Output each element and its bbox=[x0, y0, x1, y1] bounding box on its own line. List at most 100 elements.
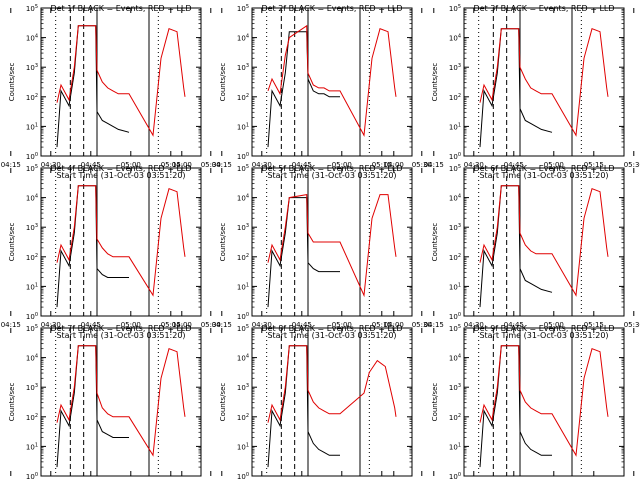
x-axis-label: Start Time (31-Oct-03 03:51:20) bbox=[479, 171, 608, 180]
panel-5: Det 5f BLACK = Events, RED = LLD Counts/s… bbox=[172, 164, 432, 340]
y-tick-label: 103 bbox=[449, 223, 461, 232]
x-axis-label: Start Time (31-Oct-03 03:51:20) bbox=[267, 331, 396, 340]
y-tick-label: 102 bbox=[237, 253, 249, 262]
x-tick-label: 05:15 bbox=[161, 321, 181, 329]
plot-frame bbox=[40, 167, 202, 317]
x-tick-label: 05:00 bbox=[332, 161, 352, 169]
lld-series-line bbox=[479, 345, 609, 457]
events-series-line bbox=[479, 28, 553, 148]
y-axis-label: Counts/sec bbox=[431, 223, 439, 262]
events-series-line bbox=[56, 185, 129, 308]
panel-title: Det 2f BLACK = Events, RED = LLD bbox=[261, 4, 402, 13]
x-tick-label: 04:30 bbox=[41, 161, 61, 169]
y-tick-label: 104 bbox=[449, 194, 461, 203]
x-tick-label: 05:00 bbox=[332, 321, 352, 329]
panel-3: Det 3f BLACK = Events, RED = LLD Counts/s… bbox=[384, 4, 640, 180]
x-tick-label: 04:00 bbox=[172, 161, 192, 169]
x-tick-label: 04:30 bbox=[464, 321, 484, 329]
y-tick-label: 104 bbox=[449, 34, 461, 43]
y-tick-label: 102 bbox=[237, 93, 249, 102]
y-tick-label: 101 bbox=[237, 442, 249, 451]
y-tick-label: 100 bbox=[237, 312, 249, 321]
x-tick-label: 04:45 bbox=[81, 321, 101, 329]
panel-8: Det 8f BLACK = Events, RED = LLD Counts/s… bbox=[181, 324, 423, 480]
x-tick-label: 04:45 bbox=[81, 161, 101, 169]
y-tick-label: 100 bbox=[26, 152, 38, 161]
panel-title: Det 7f BLACK = Events, RED = LLD bbox=[50, 324, 191, 333]
x-tick-label: 04:30 bbox=[252, 161, 272, 169]
y-tick-label: 103 bbox=[449, 383, 461, 392]
x-tick-label: 05:00 bbox=[121, 321, 141, 329]
lld-series-line bbox=[267, 345, 397, 423]
plot-frame bbox=[251, 7, 413, 157]
events-series-line bbox=[56, 345, 129, 468]
y-axis-label: Counts/sec bbox=[8, 223, 16, 262]
y-tick-label: 103 bbox=[26, 383, 38, 392]
events-series-line bbox=[479, 345, 552, 468]
plot-frame bbox=[251, 327, 413, 477]
y-tick-label: 105 bbox=[449, 164, 461, 173]
panel-title: Det 1f BLACK = Events, RED = LLD bbox=[50, 4, 191, 13]
events-series-line bbox=[479, 185, 553, 308]
x-axis-label: Start Time (31-Oct-03 03:51:20) bbox=[56, 331, 185, 340]
x-tick-label: 04:15 bbox=[1, 321, 21, 329]
y-tick-label: 105 bbox=[26, 324, 38, 333]
events-series-line bbox=[267, 345, 340, 468]
x-tick-label: 05:00 bbox=[544, 161, 564, 169]
x-tick-label: 04:45 bbox=[504, 321, 524, 329]
panel-7: Det 7f BLACK = Events, RED = LLD Counts/s… bbox=[8, 324, 212, 480]
x-tick-label: 05:30 bbox=[624, 321, 640, 329]
y-tick-label: 102 bbox=[449, 413, 461, 422]
lld-series-line bbox=[56, 25, 186, 137]
y-tick-label: 102 bbox=[449, 253, 461, 262]
events-series-line bbox=[267, 31, 340, 148]
panel-6: Det 6f BLACK = Events, RED = LLD Counts/s… bbox=[384, 164, 640, 340]
y-axis-label: Counts/sec bbox=[8, 63, 16, 102]
x-tick-label: 05:15 bbox=[161, 161, 181, 169]
x-tick-label: 04:30 bbox=[464, 161, 484, 169]
y-tick-label: 103 bbox=[26, 223, 38, 232]
y-tick-label: 105 bbox=[26, 4, 38, 13]
y-tick-label: 100 bbox=[26, 312, 38, 321]
plot-frame bbox=[463, 7, 625, 157]
y-tick-label: 102 bbox=[449, 93, 461, 102]
plot-frame bbox=[40, 327, 202, 477]
y-tick-label: 103 bbox=[449, 63, 461, 72]
y-tick-label: 102 bbox=[237, 413, 249, 422]
x-tick-label: 04:15 bbox=[424, 321, 444, 329]
y-tick-label: 103 bbox=[237, 223, 249, 232]
y-axis-label: Counts/sec bbox=[219, 63, 227, 102]
panel-title: Det 4f BLACK = Events, RED = LLD bbox=[50, 164, 191, 173]
x-tick-label: 05:00 bbox=[121, 161, 141, 169]
y-tick-label: 104 bbox=[237, 354, 249, 363]
y-tick-label: 104 bbox=[26, 34, 38, 43]
x-tick-label: 04:15 bbox=[212, 321, 232, 329]
panel-4: Det 4f BLACK = Events, RED = LLD Counts/s… bbox=[1, 164, 221, 340]
y-tick-label: 103 bbox=[237, 383, 249, 392]
x-tick-label: 05:00 bbox=[544, 321, 564, 329]
lld-series-line bbox=[267, 24, 397, 137]
x-tick-label: 04:30 bbox=[41, 321, 61, 329]
x-axis-label: Start Time (31-Oct-03 03:51:20) bbox=[267, 171, 396, 180]
x-tick-label: 05:30 bbox=[201, 161, 221, 169]
x-tick-label: 04:45 bbox=[292, 321, 312, 329]
y-tick-label: 100 bbox=[26, 472, 38, 480]
y-tick-label: 104 bbox=[237, 194, 249, 203]
y-tick-label: 102 bbox=[26, 93, 38, 102]
panel-title: Det 8f BLACK = Events, RED = LLD bbox=[261, 324, 402, 333]
events-series-line bbox=[56, 25, 130, 148]
x-tick-label: 04:45 bbox=[504, 161, 524, 169]
y-tick-label: 101 bbox=[237, 282, 249, 291]
y-axis-label: Counts/sec bbox=[431, 63, 439, 102]
plot-frame bbox=[251, 167, 413, 317]
lld-series-line bbox=[267, 194, 397, 298]
x-tick-label: 05:15 bbox=[372, 161, 392, 169]
events-series-line bbox=[267, 197, 340, 308]
y-tick-label: 100 bbox=[449, 312, 461, 321]
y-axis-label: Counts/sec bbox=[219, 383, 227, 422]
plot-frame bbox=[463, 167, 625, 317]
plot-frame bbox=[40, 7, 202, 157]
y-tick-label: 101 bbox=[449, 442, 461, 451]
x-tick-label: 04:15 bbox=[212, 161, 232, 169]
y-tick-label: 100 bbox=[237, 472, 249, 480]
